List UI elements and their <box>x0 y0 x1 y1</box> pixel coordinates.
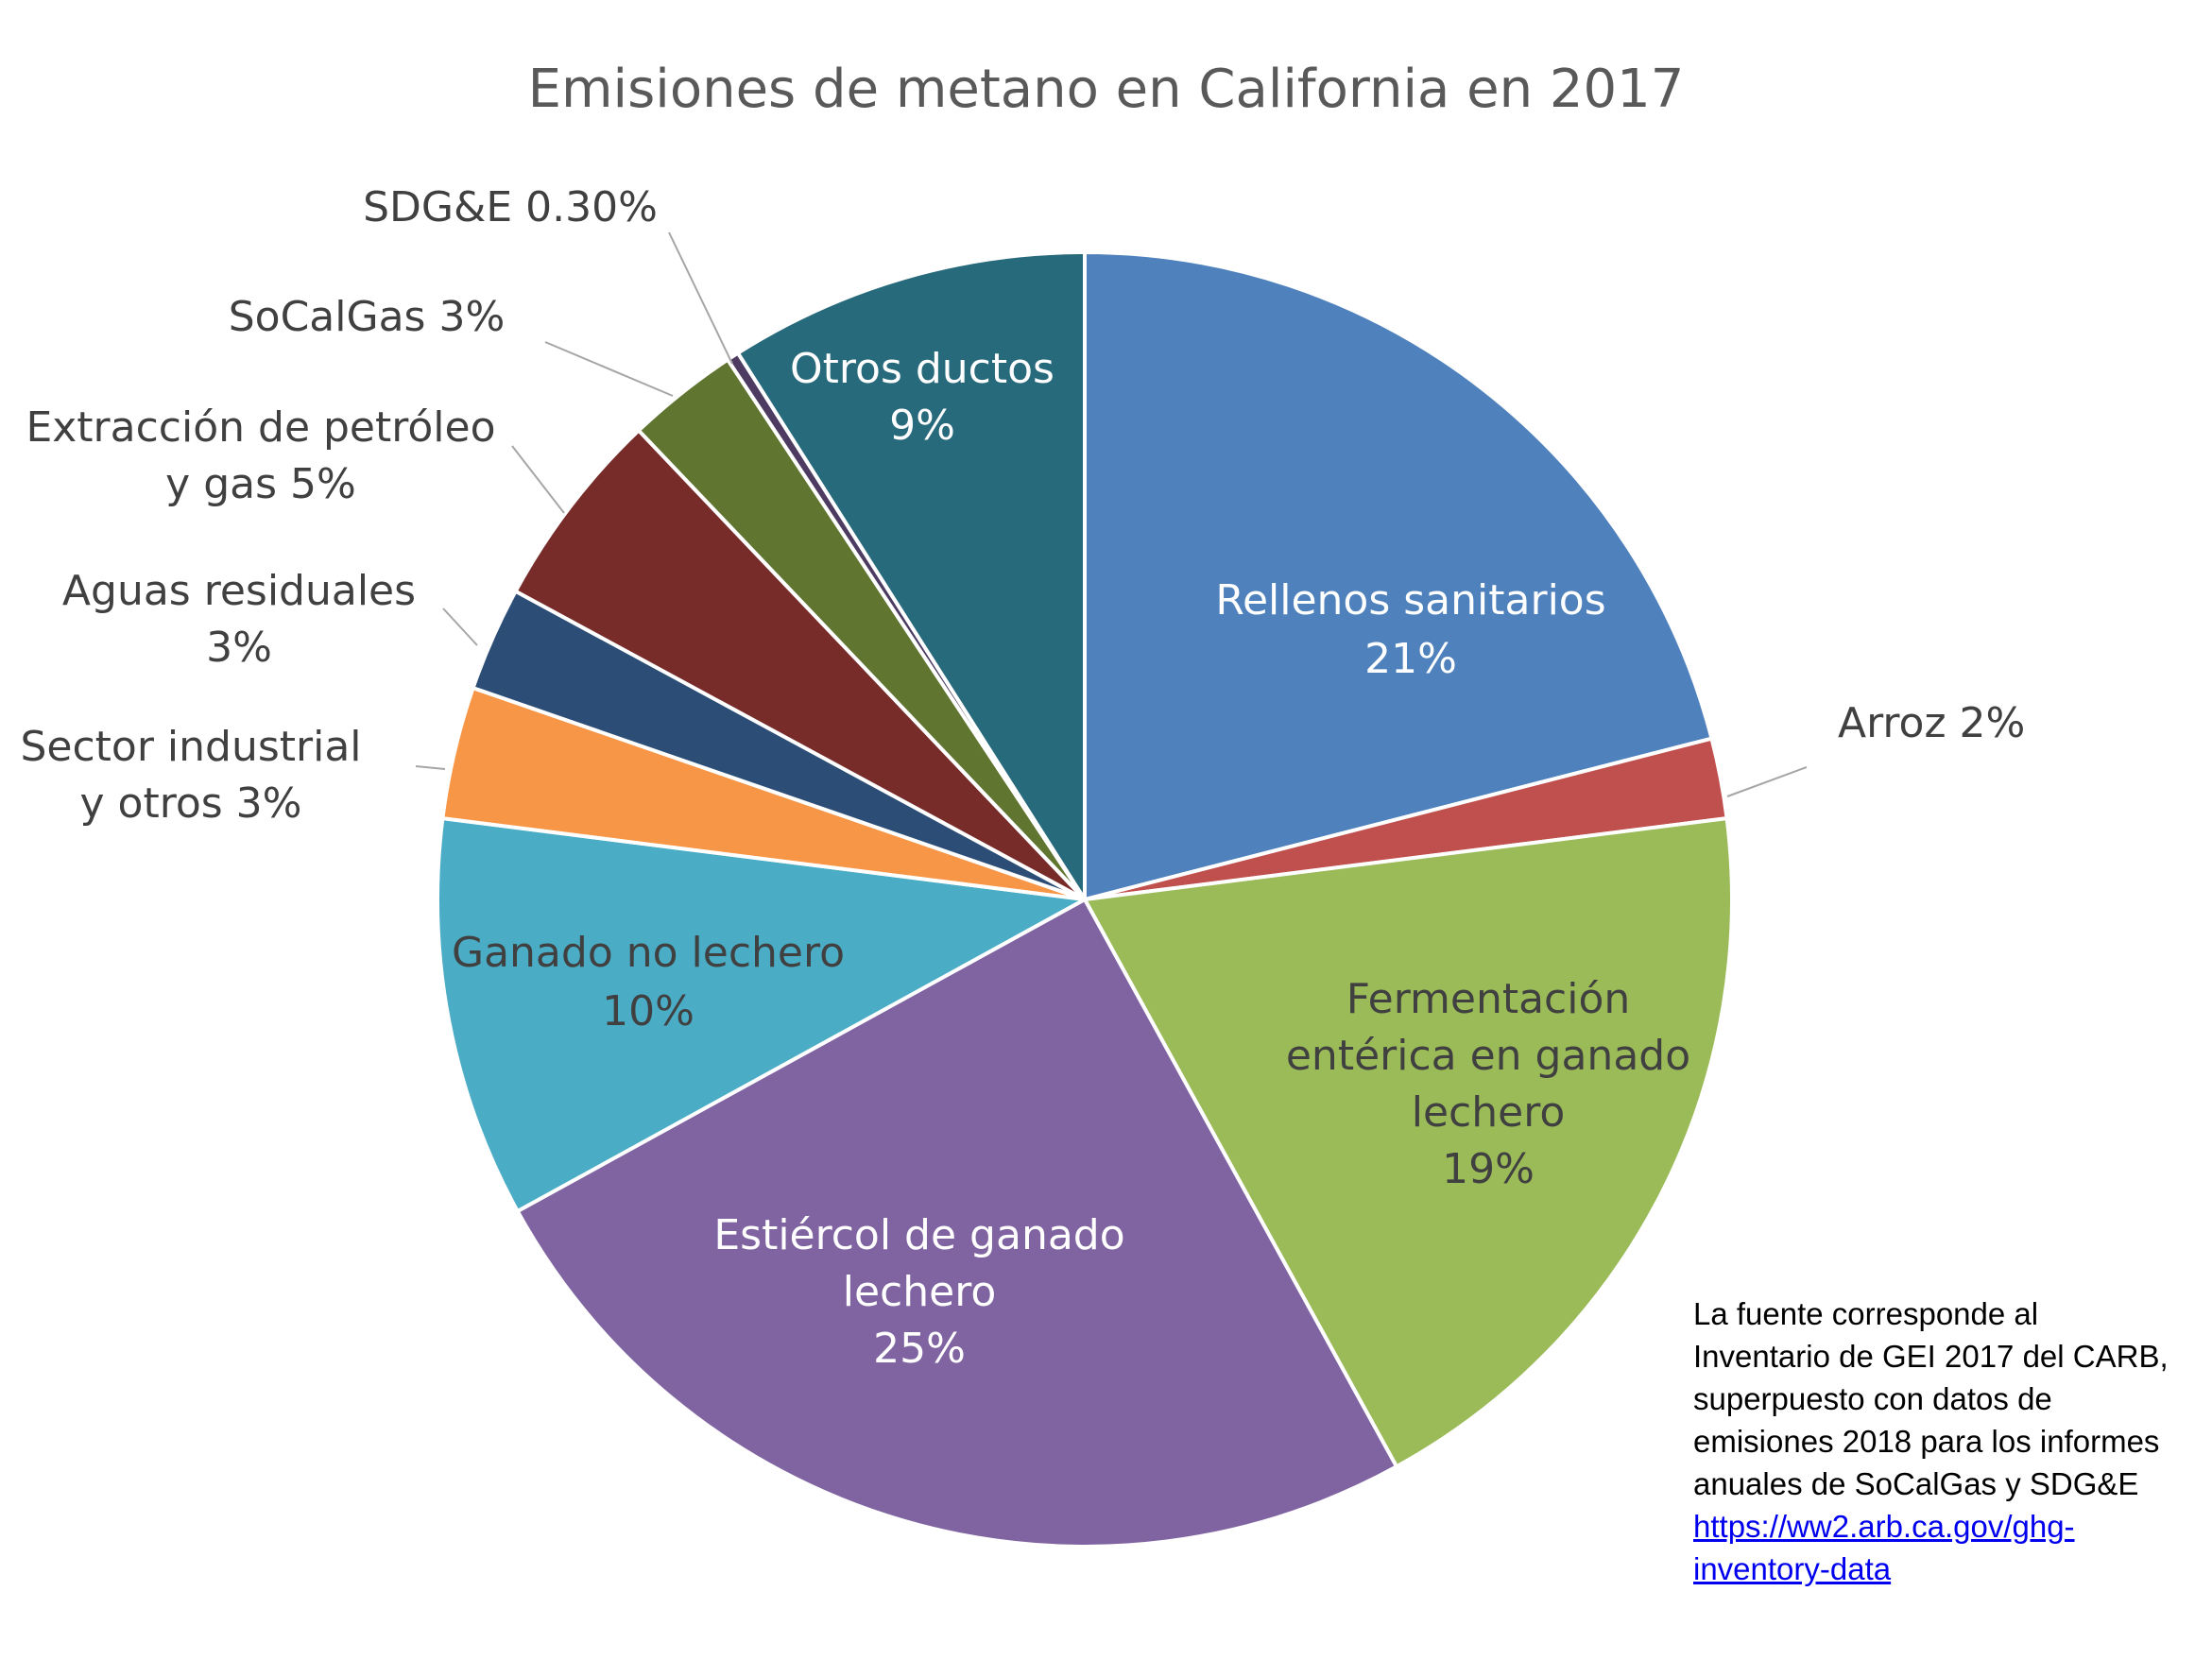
data-label: Otros ductos 9% <box>790 345 1055 450</box>
source-note-line: emisiones 2018 para los informes <box>1693 1424 2160 1459</box>
data-label-line: Estiércol de ganado <box>713 1211 1124 1259</box>
source-link-line: https://ww2.arb.ca.gov/ghg- <box>1693 1509 2075 1544</box>
data-label-line: 9% <box>889 402 955 450</box>
leader-line <box>1726 766 1808 797</box>
source-link-line: inventory-data <box>1693 1551 1892 1586</box>
data-label-line: y otros 3% <box>80 779 302 828</box>
source-note-line: Inventario de GEI 2017 del CARB, <box>1693 1339 2169 1374</box>
pie-slice <box>735 250 1087 901</box>
data-label-line: 3% <box>206 624 272 672</box>
source-note-line: superpuesto con datos de <box>1693 1381 2052 1416</box>
leader-line <box>415 765 446 770</box>
data-label-line: 19% <box>1442 1145 1535 1193</box>
data-label-line: SoCalGas 3% <box>229 293 506 341</box>
leader-line <box>442 608 478 646</box>
pie-slice <box>435 816 1087 1213</box>
pie-slice <box>515 898 1398 1549</box>
pie-slice <box>513 428 1087 901</box>
data-label-line: SDG&E 0.30% <box>363 183 658 231</box>
data-label-line: entérica en ganado <box>1286 1032 1690 1080</box>
data-label-line: Arroz 2% <box>1838 699 2025 747</box>
source-note: La fuente corresponde al Inventario de G… <box>1693 1292 2203 1590</box>
leader-lines <box>415 231 1808 797</box>
source-note-line: anuales de SoCalGas y SDG&E <box>1693 1466 2139 1501</box>
pie-slice <box>1083 816 1735 1469</box>
data-label-line: Ganado no lechero <box>452 929 845 977</box>
data-label-line: Aguas residuales <box>62 567 416 615</box>
leader-line <box>544 341 674 397</box>
data-label: SDG&E 0.30% <box>363 183 658 231</box>
pie-slices <box>435 250 1735 1549</box>
data-label-line: 25% <box>873 1325 966 1373</box>
source-link[interactable]: https://ww2.arb.ca.gov/ghg- inventory-da… <box>1693 1505 2203 1590</box>
source-note-line: La fuente corresponde al <box>1693 1296 2039 1331</box>
data-label-line: 21% <box>1364 635 1457 683</box>
data-label: Arroz 2% <box>1838 699 2025 747</box>
data-label-line: 10% <box>602 987 694 1035</box>
data-label: Fermentación entérica en ganado lechero 19% <box>1286 975 1690 1193</box>
pie-slice <box>1083 250 1714 901</box>
data-label: Sector industrial y otros 3% <box>20 723 361 828</box>
data-label: Estiércol de ganado lechero 25% <box>713 1211 1124 1373</box>
data-label-line: y gas 5% <box>165 460 356 508</box>
data-label-line: Extracción de petróleo <box>26 403 495 452</box>
leader-line <box>511 445 565 514</box>
data-label: Extracción de petróleo y gas 5% <box>26 403 495 508</box>
data-label-line: Fermentación <box>1346 975 1631 1023</box>
data-label-line: Otros ductos <box>790 345 1055 393</box>
data-label-line: lechero <box>843 1268 997 1316</box>
data-label: Rellenos sanitarios 21% <box>1215 576 1605 683</box>
data-label: Ganado no lechero 10% <box>452 929 845 1035</box>
leader-line <box>668 231 733 365</box>
chart-title: Emisiones de metano en California en 201… <box>527 59 1685 120</box>
data-label: Aguas residuales 3% <box>62 567 416 672</box>
data-labels: Rellenos sanitarios 21% Arroz 2% Fermentaci… <box>20 183 2025 1373</box>
data-label-line: Rellenos sanitarios <box>1215 576 1605 625</box>
data-label-line: Sector industrial <box>20 723 361 771</box>
data-label-line: lechero <box>1412 1088 1566 1137</box>
data-label: SoCalGas 3% <box>229 293 506 341</box>
